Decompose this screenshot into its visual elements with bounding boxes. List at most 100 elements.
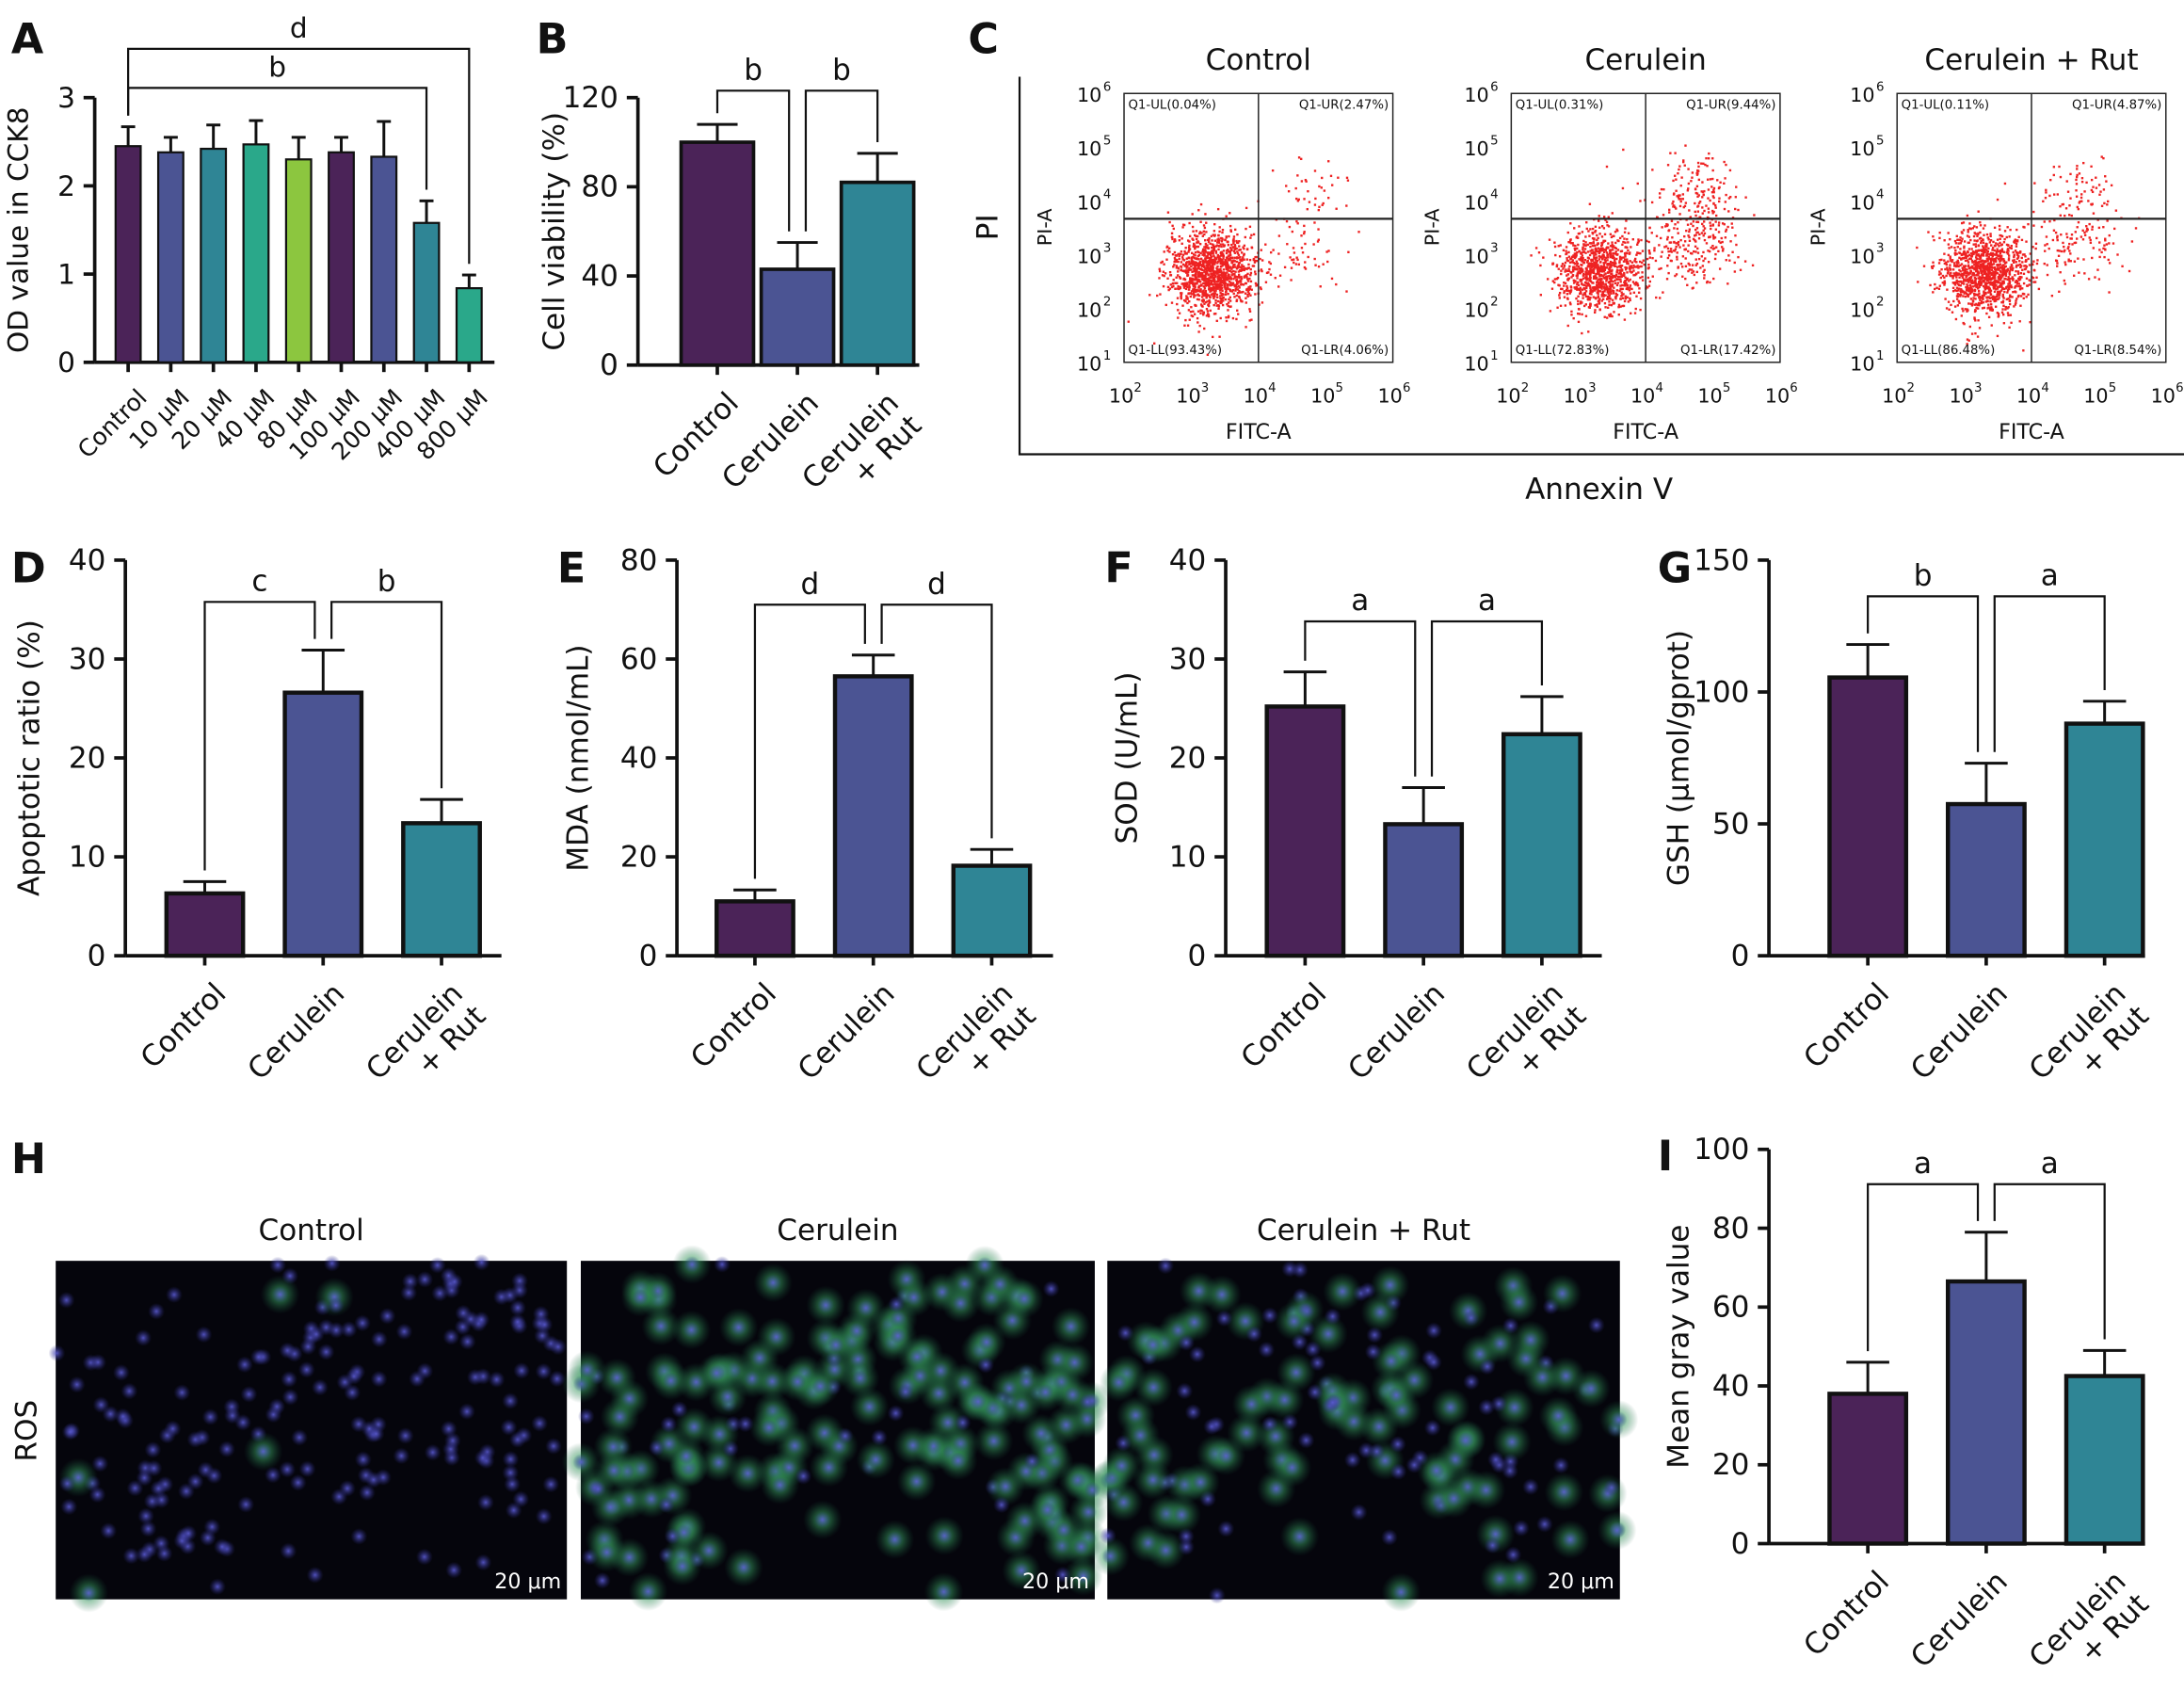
event-dot (1667, 254, 1671, 257)
nucleus (143, 1492, 161, 1510)
event-dot (1293, 251, 1296, 254)
panel-letter: F (1104, 545, 1132, 593)
event-dot (1189, 277, 1192, 280)
event-dot (1216, 272, 1219, 275)
event-dot (1995, 288, 1998, 291)
event-dot (2072, 274, 2076, 277)
nucleus (89, 1354, 107, 1371)
event-dot (1608, 291, 1612, 294)
nucleus (271, 1286, 289, 1303)
event-dot (1969, 238, 1972, 242)
event-dot (1558, 294, 1561, 297)
event-dot (1200, 273, 1204, 276)
event-dot (1582, 250, 1585, 253)
event-dot (1261, 269, 1263, 273)
event-dot (1987, 273, 1990, 277)
event-dot (1207, 283, 1211, 287)
event-dot (1554, 253, 1557, 257)
event-dot (1979, 279, 1982, 282)
event-dot (1581, 278, 1583, 282)
event-dot (1922, 265, 1926, 267)
event-dot (1337, 176, 1340, 179)
y-tick-label: 40 (620, 741, 658, 775)
event-dot (2024, 267, 2028, 270)
event-dot (1609, 249, 1613, 251)
event-dot (1960, 314, 1963, 317)
event-dot (1225, 316, 1228, 319)
event-dot (1609, 282, 1612, 286)
event-dot (2102, 247, 2105, 250)
event-dot (1206, 282, 1210, 284)
x-tick-exponent: 2 (1521, 381, 1529, 395)
event-dot (1230, 271, 1233, 274)
event-dot (1980, 236, 1983, 240)
event-dot (1189, 262, 1192, 266)
event-dot (1630, 287, 1633, 291)
event-dot (1232, 235, 1236, 238)
event-dot (1994, 258, 1997, 261)
event-dot (1635, 253, 1638, 256)
event-dot (1623, 273, 1626, 276)
event-dot (1962, 282, 1966, 285)
event-dot (1201, 250, 1204, 253)
event-dot (1580, 266, 1582, 270)
event-dot (1586, 298, 1590, 301)
event-dot (1983, 233, 1985, 236)
event-dot (1200, 271, 1203, 275)
event-dot (2027, 257, 2030, 261)
event-dot (1203, 226, 1207, 230)
event-dot (1320, 186, 1324, 189)
event-dot (1254, 282, 1258, 285)
event-dot (1206, 293, 1209, 296)
event-dot (1235, 285, 1238, 289)
event-dot (1602, 295, 1605, 298)
event-dot (1209, 259, 1212, 262)
event-dot (2003, 290, 2006, 294)
event-dot (1984, 244, 1987, 248)
event-dot (1177, 284, 1180, 288)
event-dot (1714, 220, 1717, 223)
event-dot (1614, 241, 1617, 245)
event-dot (1241, 300, 1244, 303)
event-dot (1153, 342, 1156, 345)
event-dot (1725, 230, 1727, 233)
event-dot (1204, 300, 1207, 304)
event-dot (1202, 293, 1206, 296)
event-dot (1589, 245, 1592, 249)
event-dot (1997, 314, 2000, 317)
event-dot (1572, 282, 1576, 284)
nucleus (477, 1493, 494, 1511)
event-dot (1197, 274, 1200, 277)
event-dot (1595, 249, 1598, 253)
event-dot (1982, 249, 1984, 251)
event-dot (1954, 273, 1957, 277)
event-dot (1996, 285, 1999, 289)
y-tick-label: 80 (620, 543, 658, 577)
event-dot (2003, 268, 2006, 272)
event-dot (1549, 310, 1552, 313)
event-dot (1734, 207, 1737, 211)
event-dot (2003, 237, 2006, 241)
event-dot (1992, 266, 1995, 269)
event-dot (1991, 273, 1994, 276)
nucleus (504, 1475, 521, 1493)
event-dot (1969, 302, 1972, 305)
event-dot (1701, 181, 1704, 184)
event-dot (1987, 303, 1990, 306)
event-dot (1217, 255, 1220, 258)
event-dot (1699, 266, 1702, 269)
event-dot (2004, 274, 2008, 278)
event-dot (1982, 301, 1984, 304)
event-dot (1217, 241, 1221, 244)
event-dot (1627, 300, 1630, 303)
event-dot (1961, 266, 1964, 269)
event-dot (1961, 237, 1964, 240)
x-tick-label-line: Cerulein (1341, 976, 1452, 1086)
y-axis-label: OD value in CCK8 (3, 106, 35, 353)
event-dot (1596, 272, 1599, 275)
event-dot (1197, 253, 1201, 257)
x-tick-exponent: 4 (1655, 381, 1662, 395)
event-dot (2007, 287, 2011, 290)
event-dot (1285, 219, 1289, 223)
nucleus (48, 1344, 66, 1362)
